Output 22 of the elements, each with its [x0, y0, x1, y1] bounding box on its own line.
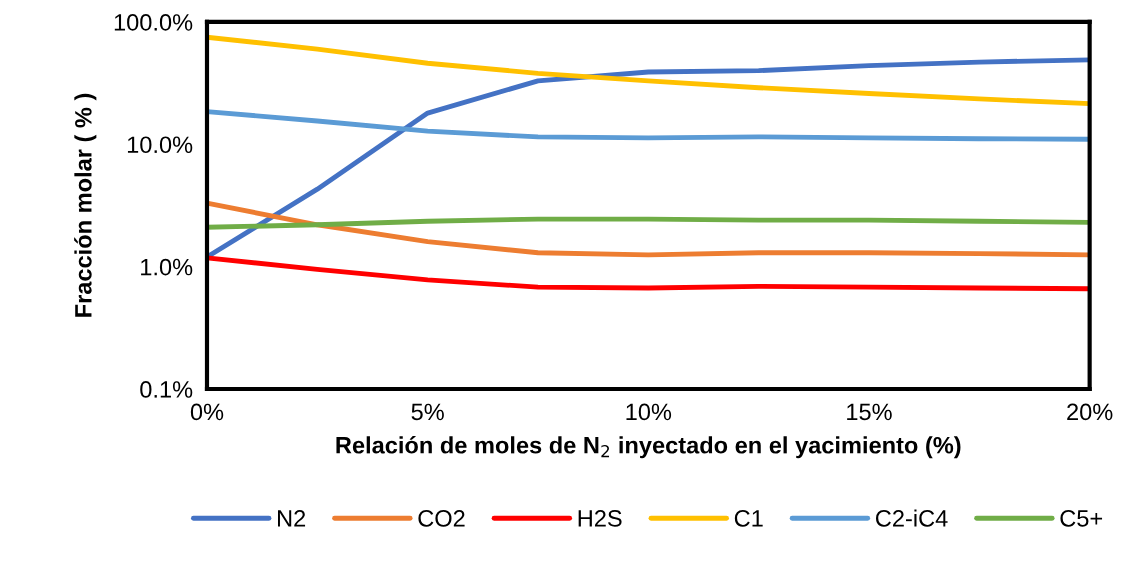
legend-label: C1 — [734, 510, 763, 527]
legend-label: N2 — [278, 510, 306, 527]
x-tick-label: 5% — [411, 403, 444, 421]
y-tick-label: 100.0% — [114, 14, 193, 31]
y-tick-label: 0.1% — [140, 381, 193, 398]
legend-label: CO2 — [418, 510, 465, 527]
y-tick-label: 10.0% — [127, 136, 193, 154]
line-series — [206, 34, 1090, 107]
line-series — [206, 216, 1090, 230]
legend-label: H2S — [578, 510, 622, 527]
y-tick-label: 1.0% — [141, 258, 193, 276]
line-series — [206, 200, 1090, 258]
x-tick-label: 10% — [626, 403, 672, 421]
x-tick-label: 20% — [1067, 403, 1113, 421]
x-tick-label: 0% — [190, 403, 224, 421]
line-series — [206, 109, 1090, 142]
x-axis-title: Relación de moles de N$_{2}$ inyectado en el yacimiento (%) — [336, 436, 961, 459]
legend-label: C2-iC4 — [875, 509, 948, 527]
y-axis-title: Fracción molar ( % ) — [74, 93, 97, 317]
legend-label: C5+ — [1060, 510, 1103, 527]
line-series — [206, 255, 1090, 292]
x-tick-label: 15% — [847, 403, 892, 421]
